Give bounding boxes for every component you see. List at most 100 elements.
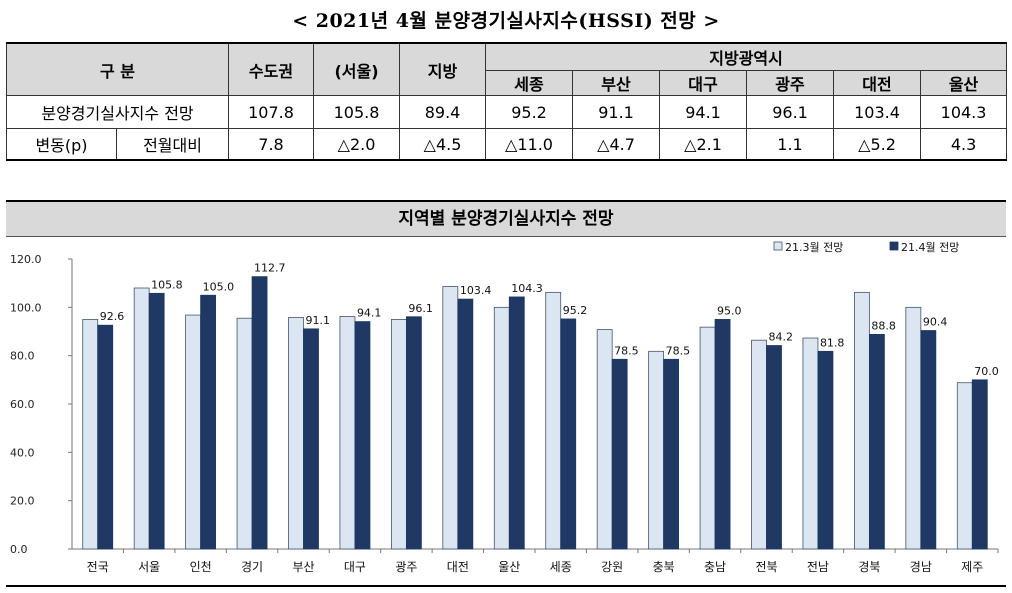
data-label: 91.1	[306, 314, 331, 327]
table-cell: △4.7	[572, 128, 661, 161]
header-ulsan: 울산	[920, 70, 1008, 96]
data-label: 105.0	[203, 280, 235, 293]
bar-series2	[868, 334, 885, 550]
table-row: 분양경기실사지수 전망 107.8 105.8 89.4 95.2 91.1 9…	[5, 95, 1008, 129]
table-cell: △2.1	[659, 128, 748, 161]
x-tick-label: 강원	[601, 560, 623, 574]
x-tick-label: 전북	[755, 560, 777, 574]
legend-label: 21.4월 전망	[901, 241, 959, 254]
bar-series2	[251, 276, 268, 550]
data-label: 90.4	[923, 316, 948, 329]
header-category: 구 분	[5, 42, 230, 96]
x-tick-label: 충남	[704, 560, 726, 574]
header-seoul: (서울)	[313, 42, 401, 96]
bar-series1	[545, 291, 562, 550]
header-gwangju: 광주	[746, 70, 835, 96]
data-label: 70.0	[974, 365, 999, 378]
header-region: 지방	[399, 42, 487, 96]
bar-series1	[596, 329, 613, 550]
data-label: 84.2	[769, 331, 794, 344]
row-label-change: 변동(p)	[6, 128, 117, 161]
bar-series2	[200, 294, 217, 550]
table-cell: △4.5	[399, 128, 487, 161]
bar-series1	[648, 350, 665, 550]
x-tick-label: 경기	[241, 560, 263, 574]
bar-series1	[853, 291, 870, 550]
table-cell: 89.4	[399, 95, 487, 129]
bar-series1	[751, 339, 767, 550]
table-cell: 7.8	[228, 128, 315, 161]
table-cell: 105.8	[313, 95, 401, 129]
header-sejong: 세종	[485, 70, 574, 96]
x-tick-label: 대구	[344, 560, 366, 574]
data-label: 112.7	[254, 262, 285, 275]
header-daejeon: 대전	[833, 70, 922, 96]
bar-series2	[560, 318, 577, 550]
y-tick-label: 120.0	[10, 253, 42, 266]
data-label: 88.8	[871, 319, 896, 332]
bar-series2	[508, 296, 525, 550]
x-tick-label: 대전	[447, 560, 469, 574]
data-label: 94.1	[357, 307, 382, 320]
header-busan: 부산	[572, 70, 661, 96]
bar-series2	[97, 324, 114, 550]
bar-series1	[288, 317, 304, 550]
chart-title: 지역별 분양경기실사지수 전망	[6, 202, 1006, 237]
data-label: 104.3	[511, 282, 543, 295]
bar-series2	[920, 330, 937, 550]
data-label: 103.4	[460, 284, 492, 297]
y-tick-label: 60.0	[10, 398, 35, 411]
bar-series1	[236, 317, 253, 550]
table-cell: 95.2	[485, 95, 574, 129]
data-label: 78.5	[666, 344, 691, 357]
x-tick-label: 서울	[138, 560, 160, 574]
bar-series2	[817, 350, 834, 550]
bar-series1	[339, 316, 356, 550]
y-tick-label: 100.0	[10, 301, 42, 314]
header-daegu: 대구	[659, 70, 748, 96]
table-cell: 94.1	[659, 95, 748, 129]
bar-series2	[148, 292, 165, 550]
data-label: 81.8	[820, 336, 845, 349]
row-label-forecast: 분양경기실사지수 전망	[5, 95, 230, 129]
table-cell: △11.0	[485, 128, 574, 161]
data-label: 92.6	[100, 310, 125, 323]
table-cell: 4.3	[920, 128, 1008, 161]
x-tick-label: 세종	[550, 560, 572, 574]
bar-series2	[405, 316, 422, 550]
bar-series2	[611, 358, 628, 550]
bar-series1	[185, 314, 202, 550]
y-tick-label: 40.0	[10, 446, 35, 459]
hssi-summary-table: 구 분 수도권 (서울) 지방 지방광역시 세종 부산 대구 광주 대전 울산 …	[5, 42, 1008, 161]
bar-series1	[905, 306, 922, 550]
table-cell: 103.4	[833, 95, 922, 129]
table-cell: 1.1	[746, 128, 835, 161]
data-label: 105.8	[151, 278, 183, 291]
table-cell: 104.3	[920, 95, 1008, 129]
data-label: 96.1	[408, 302, 433, 315]
bar-series1	[133, 287, 150, 550]
x-tick-label: 광주	[395, 560, 417, 574]
table-cell: 107.8	[228, 95, 315, 129]
bar-series1	[802, 337, 819, 550]
bar-series1	[442, 286, 459, 550]
legend-swatch	[889, 241, 899, 251]
data-label: 95.2	[563, 304, 588, 317]
bar-series2	[663, 358, 680, 550]
x-tick-label: 충북	[653, 560, 675, 574]
bar-chart: 0.0 20.0 40.0 60.0 80.0 100.0 120.0 92.6 전국 105.8…	[10, 241, 999, 574]
table-row: 변동(p) 전월대비 7.8 △2.0 △4.5 △11.0 △4.7 △2.1…	[6, 128, 1008, 161]
bar-series1	[390, 319, 407, 550]
x-tick-label: 전남	[807, 560, 829, 574]
y-tick-label: 0.0	[10, 543, 28, 556]
y-tick-label: 80.0	[10, 350, 35, 363]
bar-series2	[457, 298, 474, 550]
x-tick-label: 경남	[910, 560, 932, 574]
bar-series2	[303, 328, 319, 550]
legend-swatch	[773, 241, 783, 251]
x-tick-label: 울산	[498, 560, 520, 574]
header-metro-group: 지방광역시	[485, 42, 1008, 71]
x-tick-label: 제주	[961, 560, 983, 574]
chart-panel: 지역별 분양경기실사지수 전망 0.0 20.0 40.0 60.0 80.0 100.0…	[6, 200, 1006, 587]
table-cell: △2.0	[313, 128, 401, 161]
